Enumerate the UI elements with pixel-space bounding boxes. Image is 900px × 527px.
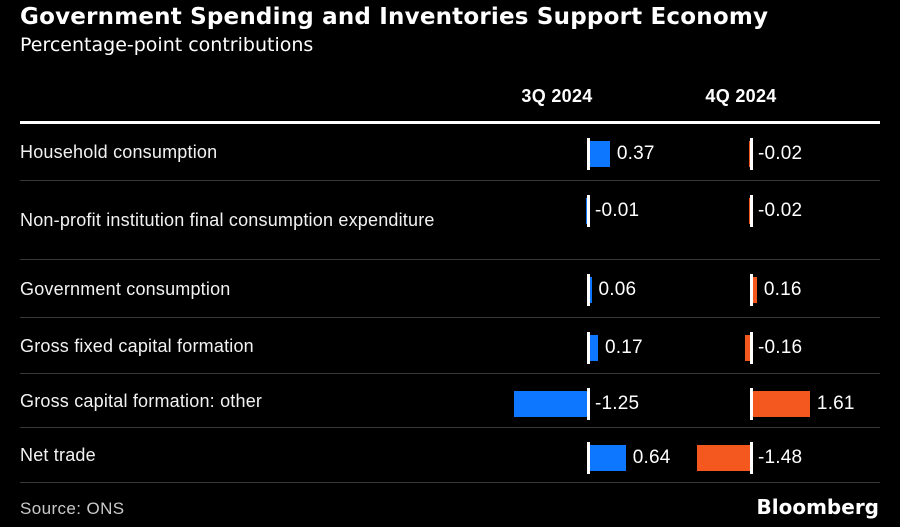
table-row: Household consumption 0.37 -0.02 xyxy=(20,124,880,180)
value-label: 0.64 xyxy=(632,447,671,468)
row-label: Net trade xyxy=(20,445,96,465)
value-bar xyxy=(588,445,626,471)
baseline-tick xyxy=(587,274,590,306)
chart-title: Government Spending and Inventories Supp… xyxy=(20,4,769,30)
contribution-table: Household consumption 0.37 -0.02 Non-profit… xyxy=(20,121,880,483)
value-label: 0.16 xyxy=(763,279,802,300)
value-label: 1.61 xyxy=(816,393,855,414)
column-header-3q-2024: 3Q 2024 xyxy=(521,86,593,106)
baseline-tick xyxy=(587,195,590,227)
source-note: Source: ONS xyxy=(20,499,125,518)
table-row: Gross capital formation: other -1.25 1.61 xyxy=(20,373,880,427)
bloomberg-logo: Bloomberg xyxy=(756,495,879,519)
value-label: 0.37 xyxy=(616,143,655,164)
row-label: Household consumption xyxy=(20,142,218,162)
table-row: Non-profit institution final consumption… xyxy=(20,180,880,259)
value-bar xyxy=(745,335,751,361)
value-label: 0.17 xyxy=(605,337,643,358)
value-bar xyxy=(514,391,588,417)
value-bar xyxy=(751,391,810,417)
value-label: -0.16 xyxy=(758,337,803,358)
value-bar xyxy=(696,445,751,471)
table-row: Net trade 0.64 -1.48 xyxy=(20,427,880,482)
baseline-tick xyxy=(750,274,753,306)
baseline-tick xyxy=(750,138,753,170)
row-label: Gross fixed capital formation xyxy=(20,335,254,356)
baseline-tick xyxy=(750,332,753,364)
baseline-tick xyxy=(750,442,753,474)
row-label: Gross capital formation: other xyxy=(20,390,263,411)
value-label: -1.25 xyxy=(595,393,640,414)
value-label: 0.06 xyxy=(598,279,637,300)
value-label: -1.48 xyxy=(758,447,803,468)
baseline-tick xyxy=(750,195,753,227)
row-label: Government consumption xyxy=(20,278,231,299)
baseline-tick xyxy=(587,388,590,420)
value-label: -0.02 xyxy=(758,143,803,164)
value-bar xyxy=(588,335,599,361)
table-row: Government consumption 0.06 0.16 xyxy=(20,259,880,317)
value-label: -0.01 xyxy=(595,200,640,221)
baseline-tick xyxy=(587,442,590,474)
baseline-tick xyxy=(587,138,590,170)
value-label: -0.02 xyxy=(758,200,803,221)
value-bar xyxy=(751,277,757,303)
baseline-tick xyxy=(750,388,753,420)
row-label: Non-profit institution final consumption… xyxy=(20,210,435,230)
table-row: Gross fixed capital formation 0.17 -0.16 xyxy=(20,317,880,373)
value-bar xyxy=(588,141,610,167)
baseline-tick xyxy=(587,332,590,364)
value-bar xyxy=(588,277,592,303)
chart-subtitle: Percentage-point contributions xyxy=(20,34,314,56)
column-header-4q-2024: 4Q 2024 xyxy=(705,86,777,106)
